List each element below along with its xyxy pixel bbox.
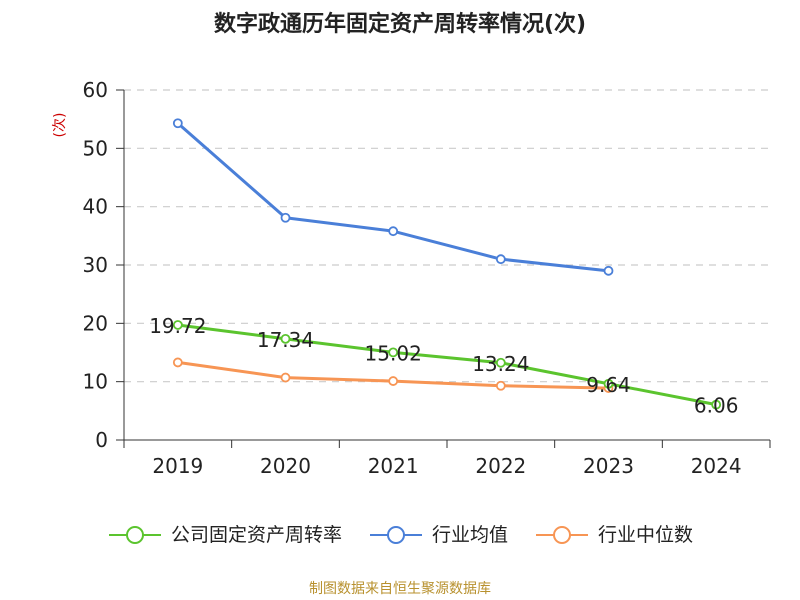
axes: 0 10 20 30 40 50 60 2019 2020 2021 2022 2023 2024 (83, 78, 771, 478)
data-labels: 19.72 17.34 15.02 13.24 9.64 6.06 (149, 314, 738, 418)
legend-item[interactable]: 公司固定资产周转率 (107, 520, 342, 547)
data-point (280, 212, 291, 223)
legend-label: 行业均值 (431, 524, 508, 546)
legend-label: 公司固定资产周转率 (170, 524, 342, 546)
series-lines (172, 118, 722, 410)
x-tick-label: 2024 (691, 454, 742, 478)
x-tick-label: 2020 (260, 454, 311, 478)
data-point (172, 357, 183, 368)
x-tick-label: 2023 (583, 454, 634, 478)
data-point (495, 357, 506, 368)
y-tick-label: 0 (95, 428, 108, 452)
y-tick-label: 40 (83, 195, 108, 219)
data-point (495, 254, 506, 265)
data-point (388, 226, 399, 237)
series-line-0 (177, 323, 717, 407)
y-tick-label: 50 (83, 136, 108, 160)
legend-label: 行业中位数 (598, 524, 694, 546)
legend-item[interactable]: 行业均值 (368, 520, 508, 547)
data-label: 15.02 (365, 341, 422, 365)
legend-swatch (369, 525, 422, 544)
grid-lines (124, 89, 770, 383)
chart-title: 数字政通历年固定资产周转率情况(次) (213, 12, 587, 37)
source-note: 制图数据来自恒生聚源数据库 (309, 581, 491, 597)
data-point (280, 372, 291, 383)
y-tick-label: 60 (83, 78, 108, 102)
data-label: 6.06 (694, 394, 739, 418)
y-tick-label: 10 (83, 370, 108, 394)
legend-item[interactable]: 行业中位数 (534, 520, 693, 547)
legend-swatch (108, 525, 161, 544)
data-label: 9.64 (586, 373, 631, 397)
legend-swatch (536, 525, 588, 544)
data-point (495, 380, 506, 391)
data-point (172, 320, 183, 330)
data-point (388, 347, 399, 358)
data-label: 17.34 (257, 328, 314, 352)
data-point (280, 333, 291, 344)
x-tick-label: 2022 (475, 454, 526, 478)
data-point (172, 118, 183, 129)
data-label: 19.72 (149, 314, 206, 338)
data-point (388, 376, 399, 386)
x-tick-label: 2021 (368, 454, 419, 478)
y-axis-title: (次) (52, 113, 68, 138)
data-label: 13.24 (472, 352, 529, 376)
data-point (603, 265, 614, 276)
x-tick-label: 2019 (152, 454, 203, 478)
legend: 公司固定资产周转率 行业均值 行业中位数 (0, 520, 800, 547)
data-point (603, 378, 614, 389)
y-tick-label: 20 (83, 311, 108, 335)
y-tick-label: 30 (83, 253, 108, 277)
data-point (711, 399, 722, 410)
series-line-1 (176, 122, 609, 273)
